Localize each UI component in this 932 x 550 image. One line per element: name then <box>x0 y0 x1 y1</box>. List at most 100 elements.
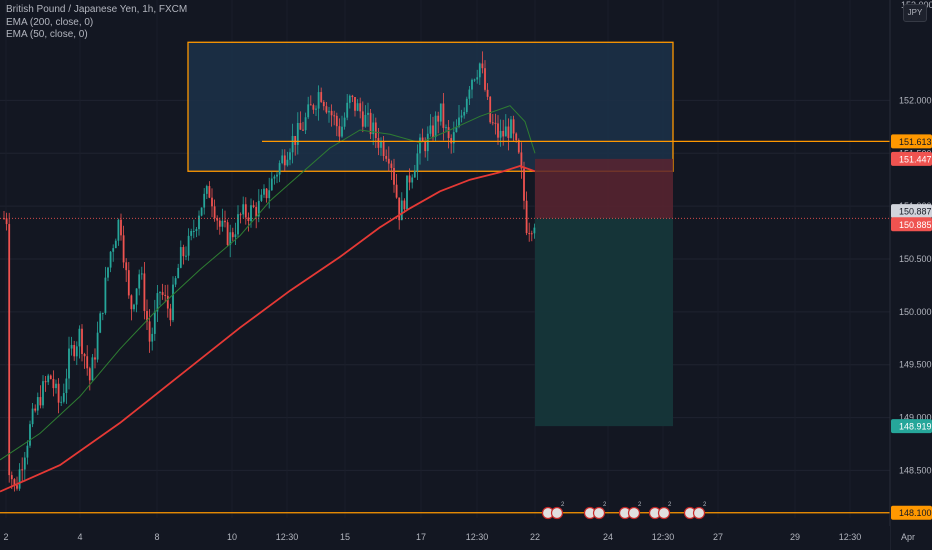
candle-body <box>195 229 198 232</box>
svg-text:150.885: 150.885 <box>899 220 932 230</box>
candle-body <box>424 141 427 152</box>
candle-body <box>517 140 520 153</box>
price-tag[interactable]: 148.100 <box>891 505 932 520</box>
candle-body <box>429 125 432 134</box>
candle-body <box>88 368 91 381</box>
symbol-title[interactable]: British Pound / Japanese Yen, 1h, FXCM <box>6 4 188 15</box>
candle-body <box>325 106 328 113</box>
time-axis[interactable]: 2 4 8 10 12:30 15 17 12:30 22 24 12:30 27 29 12:30 Apr <box>0 526 915 550</box>
candle-body <box>153 311 156 334</box>
candle-body <box>34 408 37 411</box>
trade-zones <box>187 41 674 427</box>
candle-body <box>239 214 242 216</box>
price-tag[interactable]: 151.447 <box>891 151 932 166</box>
candle-body <box>452 132 455 144</box>
candle-body <box>120 219 122 236</box>
candle-body <box>426 133 429 152</box>
price-axis[interactable]: 153.000152.000151.500151.000150.500150.0… <box>889 0 932 550</box>
stop-loss-zone[interactable] <box>535 158 673 219</box>
candle-body <box>55 383 57 389</box>
candle-body <box>395 184 398 198</box>
consolidation-zone[interactable] <box>187 41 674 172</box>
take-profit-zone[interactable] <box>535 218 673 427</box>
candle-body <box>78 328 81 347</box>
x-tick-label: 2 <box>3 532 8 542</box>
candle-body <box>166 295 169 309</box>
economic-event-icon[interactable]: 2 <box>541 502 566 520</box>
economic-event-icon[interactable]: 2 <box>683 502 708 520</box>
candle-body <box>291 135 294 153</box>
candle-body <box>468 89 471 99</box>
candle-body <box>486 89 489 97</box>
candle-body <box>499 130 502 138</box>
candle-body <box>229 232 232 245</box>
candle-body <box>341 126 343 137</box>
candle-body <box>130 295 133 310</box>
svg-text:150.887: 150.887 <box>899 207 932 217</box>
candle-body <box>237 214 239 235</box>
candle-body <box>216 218 219 221</box>
candle-body <box>481 63 484 69</box>
ema50-legend[interactable]: EMA (50, close, 0) <box>6 29 88 40</box>
candle-body <box>161 292 164 295</box>
candle-body <box>351 95 354 97</box>
price-tag[interactable]: 150.887 <box>891 204 932 219</box>
ema50-line[interactable] <box>0 105 536 461</box>
candle-body <box>70 345 73 349</box>
candle-body <box>356 103 359 111</box>
candle-body <box>182 247 185 257</box>
candle-body <box>460 115 463 118</box>
candle-body <box>62 393 65 402</box>
candle-body <box>151 333 154 342</box>
candle-body <box>133 304 135 310</box>
price-tag[interactable]: 148.919 <box>891 419 932 434</box>
svg-text:151.613: 151.613 <box>899 137 932 147</box>
candle-body <box>226 222 229 245</box>
candle-body <box>164 294 167 296</box>
candle-body <box>203 193 206 208</box>
candle-body <box>172 284 174 321</box>
candle-body <box>221 220 224 227</box>
candle-body <box>49 375 52 379</box>
economic-event-icon[interactable]: 2 <box>648 502 673 520</box>
candle-body <box>502 130 505 137</box>
y-tick-label: 152.000 <box>899 95 932 105</box>
candle-body <box>309 104 312 106</box>
candle-body <box>403 200 406 210</box>
x-tick-label: 12:30 <box>466 532 489 542</box>
candle-body <box>42 381 44 406</box>
event-count: 2 <box>703 502 707 508</box>
candle-body <box>294 135 297 145</box>
price-tag[interactable]: 151.613 <box>891 134 932 149</box>
candle-body <box>380 141 382 148</box>
price-tag[interactable]: 150.885 <box>891 217 932 232</box>
candle-body <box>16 485 18 489</box>
ema200-line[interactable] <box>0 165 536 493</box>
candle-body <box>476 77 479 80</box>
candle-body <box>190 231 193 236</box>
candle-body <box>242 204 245 215</box>
candle-body <box>81 328 83 354</box>
candle-body <box>247 217 250 222</box>
candle-body <box>270 178 273 191</box>
candle-body <box>322 101 325 107</box>
candle-body <box>320 92 323 102</box>
economic-events-row[interactable]: 2 2 2 2 2 <box>541 502 708 520</box>
currency-badge[interactable]: JPY <box>903 4 927 22</box>
ema200-legend[interactable]: EMA (200, close, 0) <box>6 16 94 28</box>
economic-event-icon[interactable]: 2 <box>618 502 643 520</box>
candle-body <box>73 345 76 357</box>
candle-body <box>523 168 525 201</box>
candle-body <box>315 108 317 110</box>
candle-body <box>273 176 276 179</box>
candle-body <box>83 353 86 357</box>
candle-body <box>94 357 96 360</box>
x-tick-label: 10 <box>227 532 237 542</box>
candle-body <box>200 207 203 216</box>
candle-body <box>520 152 523 169</box>
svg-text:151.447: 151.447 <box>899 154 932 164</box>
x-tick-label: 8 <box>154 532 159 542</box>
economic-event-icon[interactable]: 2 <box>583 502 608 520</box>
horizontal-levels[interactable] <box>0 140 890 514</box>
